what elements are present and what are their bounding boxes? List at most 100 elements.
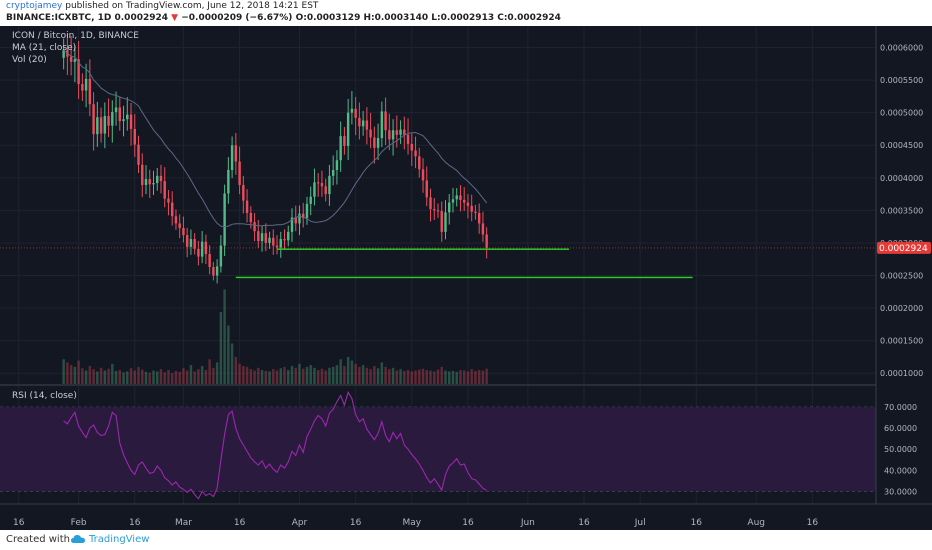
volume-bar (189, 365, 193, 384)
volume-bar (436, 369, 440, 384)
candle-body (440, 211, 443, 232)
candle-body (88, 78, 92, 105)
volume-bar (230, 343, 234, 384)
volume-bar (346, 357, 350, 384)
price-tick-label: 0.0005000 (880, 109, 923, 118)
volume-bar (118, 370, 122, 384)
candle-body (84, 78, 88, 91)
legend-title: ICON / Bitcoin, 1D, BINANCE (12, 31, 139, 41)
price-tick-label: 0.0001000 (880, 369, 923, 378)
volume-bar (227, 325, 230, 384)
candle-body (448, 202, 451, 213)
tradingview-brand[interactable]: TradingView (89, 534, 150, 545)
rsi-axis[interactable]: 70.0000 60.0000 50.0000 40.0000 30.0000 (884, 403, 917, 496)
candle-body (204, 241, 208, 255)
volume-bar (358, 366, 361, 384)
candle-body (395, 130, 399, 135)
time-tick-label: Jun (520, 518, 535, 528)
volume-bar (448, 371, 451, 384)
volume-bar (425, 370, 428, 384)
symbol-quote: BINANCE:ICXBTC, 1D 0.0002924 (6, 13, 169, 23)
candle-body (421, 169, 425, 181)
candle-body (433, 209, 436, 211)
volume-bar (260, 370, 264, 384)
candle-body (410, 143, 414, 151)
candle-body (197, 248, 200, 257)
volume-bar (126, 371, 129, 384)
price-tick-label: 0.0002500 (880, 272, 923, 281)
candle-body (474, 211, 477, 213)
trading-chart[interactable]: 0.0006000 0.0005500 0.0005000 0.0004500 0.00… (0, 26, 932, 530)
rsi-tick-label: 40.0000 (884, 466, 917, 475)
candle-body (185, 235, 189, 247)
candle-body (227, 170, 230, 194)
volume-bar (440, 366, 443, 384)
candle-body (388, 130, 391, 140)
candle-body (148, 179, 151, 185)
candle-body (230, 145, 234, 170)
volume-bar (421, 368, 425, 384)
candle-body (129, 114, 133, 129)
rsi-tick-label: 30.0000 (884, 487, 917, 496)
candle-body (376, 138, 380, 148)
time-tick-label: Aug (747, 518, 765, 528)
volume-bar (350, 360, 354, 384)
price-axis[interactable]: 0.0006000 0.0005500 0.0005000 0.0004500 0.00… (880, 44, 923, 379)
volume-bar (462, 370, 466, 384)
volume-bar (148, 372, 151, 384)
time-tick-label: 16 (807, 518, 819, 528)
time-tick-label: 16 (350, 518, 362, 528)
volume-bar (391, 367, 395, 384)
candle-body (302, 213, 305, 219)
candle-body (193, 239, 196, 249)
candle-body (429, 197, 432, 210)
candle-body (331, 170, 335, 176)
volume-bar (245, 366, 249, 384)
volume-bar (485, 368, 488, 384)
price-change: −0.0000209 (−6.67%) (181, 13, 293, 23)
candle-body (260, 233, 264, 241)
candle-body (328, 175, 331, 195)
candle-body (111, 112, 114, 126)
candle-body (283, 239, 286, 241)
candle-body (163, 181, 166, 199)
volume-bar (212, 367, 215, 384)
candle-body (313, 182, 316, 197)
last-price-tag: 0.0002924 (877, 241, 931, 254)
candle-body (182, 227, 185, 236)
price-tick-label: 0.0005500 (880, 76, 923, 85)
volume-bar (474, 370, 477, 384)
candle-body (316, 182, 320, 184)
volume-bar (316, 370, 320, 384)
volume-bar (395, 370, 399, 384)
volume-bar (287, 370, 290, 384)
main-legend: ICON / Bitcoin, 1D, BINANCE MA (21, clos… (12, 31, 139, 65)
candle-body (264, 233, 268, 243)
volume-bar (69, 365, 73, 384)
candle-body (215, 266, 219, 276)
change-arrow-icon: ▼ (171, 13, 179, 23)
price-tick-label: 0.0004500 (880, 141, 923, 150)
volume-bar (369, 369, 372, 384)
candle-body (414, 150, 417, 157)
support-lines[interactable] (235, 248, 693, 279)
candle-body (481, 223, 485, 235)
candle-body (485, 234, 488, 249)
candle-body (62, 50, 65, 58)
time-axis[interactable]: 16 Feb 16 Mar 16 Apr 16 May 16 Jun 16 Jul 16 Aug 16 (13, 518, 818, 528)
volume-bar (313, 367, 316, 384)
candle-body (170, 202, 174, 217)
volume-bar (137, 366, 140, 384)
volume-bar (410, 371, 414, 384)
candle-body (298, 213, 301, 224)
volume-bar (309, 365, 312, 384)
candle-body (141, 164, 144, 185)
legend-vol: Vol (20) (12, 55, 47, 65)
volume-bar (354, 363, 357, 384)
volume-bar (215, 362, 219, 384)
volume-bar (451, 370, 455, 384)
author-link[interactable]: cryptojamey (6, 1, 63, 11)
candle-body (391, 130, 395, 140)
time-tick-label: 16 (13, 518, 25, 528)
candle-body (174, 216, 178, 224)
